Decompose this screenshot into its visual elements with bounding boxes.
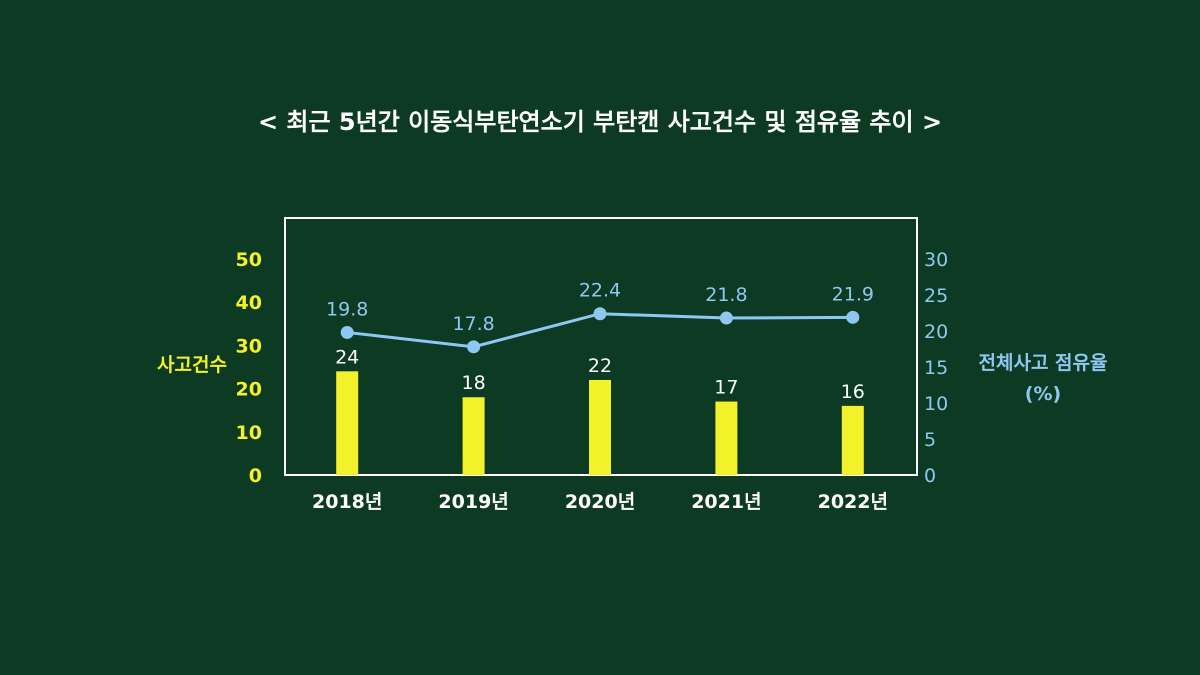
- bar-data-label: 18: [462, 372, 486, 394]
- line-point: [467, 340, 481, 354]
- line-point: [593, 307, 607, 321]
- line-point: [340, 325, 354, 339]
- plot-area: 0 10 20 30 40 50 0 5 10 15 20 25 30 사고건수 전체사고 점유율 (%) 20…: [157, 217, 1108, 513]
- bar: [715, 401, 738, 475]
- y-left-tick-label: 0: [249, 465, 262, 487]
- line-point: [719, 311, 733, 325]
- line-data-label: 19.8: [326, 298, 368, 320]
- y-left-tick-label: 10: [236, 422, 262, 444]
- bar: [462, 397, 485, 475]
- y-right-axis-title: 전체사고 점유율: [979, 352, 1108, 374]
- bar-data-label: 16: [841, 381, 865, 403]
- bar: [841, 405, 864, 475]
- y-right-tick-label: 20: [924, 321, 948, 343]
- y-right-tick-label: 10: [924, 393, 948, 415]
- bar-data-label: 17: [714, 377, 738, 399]
- line-point: [846, 310, 860, 324]
- y-left-axis-title: 사고건수: [157, 354, 227, 376]
- y-left-tick-label: 50: [236, 249, 262, 271]
- y-right-tick-label: 0: [924, 465, 936, 487]
- y-right-tick-label: 25: [924, 285, 948, 307]
- bar: [336, 371, 359, 475]
- line-data-label: 22.4: [579, 280, 621, 302]
- line-data-label: 21.9: [832, 283, 874, 305]
- bar-data-label: 24: [335, 346, 359, 368]
- bar: [589, 379, 611, 475]
- line-data-label: 21.8: [705, 284, 747, 306]
- x-tick-label: 2019년: [438, 491, 508, 513]
- x-tick-label: 2022년: [818, 491, 888, 513]
- x-tick-label: 2020년: [565, 491, 635, 513]
- x-tick-label: 2018년: [312, 491, 382, 513]
- y-right-tick-label: 30: [924, 249, 948, 271]
- x-tick-label: 2021년: [691, 491, 761, 513]
- y-left-tick-label: 40: [236, 292, 262, 314]
- y-right-tick-label: 15: [924, 357, 948, 379]
- line-data-label: 17.8: [452, 313, 494, 335]
- chart-title: < 최근 5년간 이동식부탄연소기 부탄캔 사고건수 및 점유율 추이 >: [258, 108, 942, 136]
- y-left-tick-label: 20: [236, 379, 262, 401]
- y-right-axis-unit: (%): [1025, 383, 1061, 405]
- y-left-tick-label: 30: [236, 335, 262, 357]
- bar-data-label: 22: [588, 355, 612, 377]
- y-right-tick-label: 5: [924, 429, 936, 451]
